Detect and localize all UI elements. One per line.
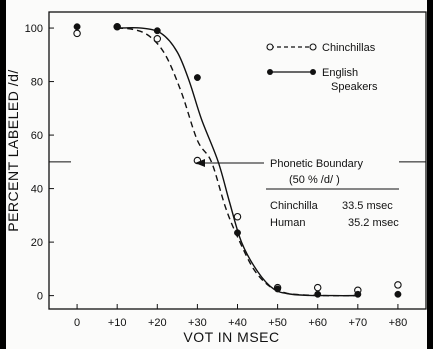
point-english-speakers <box>314 290 322 298</box>
point-english-speakers <box>73 23 81 31</box>
x-axis-label: VOT IN MSEC <box>183 329 279 345</box>
point-chinchillas <box>313 283 322 292</box>
point-english-speakers <box>274 285 282 293</box>
x-tick-label: +60 <box>308 317 327 329</box>
legend-label-line: English <box>322 67 358 79</box>
y-tick-label: 0 <box>37 291 43 303</box>
point-english-speakers <box>354 290 362 298</box>
y-tick-label: 100 <box>25 23 43 35</box>
legend-marker-chinchillas <box>309 43 317 51</box>
x-tick-label: +40 <box>228 317 247 329</box>
x-tick-label: 0 <box>74 317 80 329</box>
x-axis-ticks: 0 +10 +20 +30 +40 +50 +60 +70 +80 <box>74 304 407 329</box>
x-tick-label: +80 <box>389 317 408 329</box>
x-tick-label: +30 <box>188 317 207 329</box>
legend-label-chinchillas: Chinchillas <box>322 42 376 54</box>
point-english-speakers <box>113 23 121 31</box>
annotation-arrow-head <box>195 159 205 167</box>
x-tick-label: +20 <box>148 317 167 329</box>
fitted-curves <box>117 27 358 297</box>
legend-label-english-speakers: English Speakers <box>322 67 378 93</box>
point-chinchillas <box>73 29 81 38</box>
annotation-row-value: 35.2 msec <box>348 217 399 229</box>
x-tick-label: +70 <box>348 317 367 329</box>
legend-marker-english-speakers <box>267 69 273 75</box>
y-tick-label: 20 <box>31 237 43 249</box>
curve-english-speakers <box>117 27 358 297</box>
point-english-speakers <box>193 74 201 82</box>
point-english-speakers <box>234 229 241 237</box>
y-tick-label: 60 <box>31 130 43 142</box>
y-tick-label: 40 <box>31 184 43 196</box>
legend: Chinchillas English Speakers <box>266 42 378 93</box>
point-english-speakers <box>153 27 161 35</box>
annotation-row-label: Human <box>270 217 305 229</box>
point-chinchillas <box>394 281 402 289</box>
annotation-row-value: 33.5 msec <box>342 200 393 212</box>
x-tick-label: +50 <box>268 317 287 329</box>
annotation-row-label: Chinchilla <box>270 200 319 212</box>
y-axis-label: PERCENT LABELED /d/ <box>5 69 21 232</box>
point-english-speakers <box>394 290 402 298</box>
legend-label-line: Speakers <box>331 81 378 93</box>
point-chinchillas <box>233 212 242 221</box>
x-tick-label: +10 <box>108 317 127 329</box>
annotation-subtitle: (50 % /d/ ) <box>289 174 340 186</box>
phonetic-boundary-annotation: Phonetic Boundary (50 % /d/ ) Chinchilla… <box>195 158 399 229</box>
y-axis-ticks: 0 20 40 60 80 100 <box>25 23 54 303</box>
annotation-title: Phonetic Boundary <box>270 158 363 170</box>
y-tick-label: 80 <box>31 77 43 89</box>
point-chinchillas <box>153 35 162 43</box>
legend-marker-english-speakers <box>310 69 316 75</box>
legend-marker-chinchillas <box>266 43 274 51</box>
